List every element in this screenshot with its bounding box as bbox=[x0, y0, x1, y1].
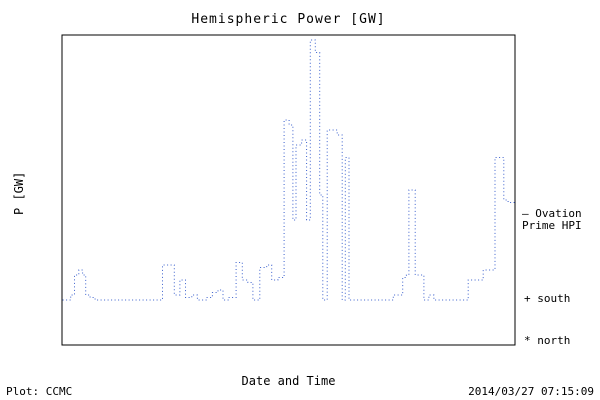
footer-plot-source: Plot: CCMC bbox=[6, 385, 73, 398]
legend-north-marker: * north bbox=[524, 334, 571, 347]
y-axis-label: P [GW] bbox=[12, 171, 26, 215]
chart-title: Hemispheric Power [GW] bbox=[191, 12, 386, 27]
hpi-series-line bbox=[62, 39, 515, 301]
legend-ovation-line1: – Ovation bbox=[522, 207, 582, 220]
legend-south-marker: + south bbox=[524, 292, 571, 305]
x-axis-label: Date and Time bbox=[241, 374, 336, 388]
footer-timestamp: 2014/03/27 07:15:09 bbox=[468, 385, 594, 398]
legend-ovation: – Ovation Prime HPI bbox=[522, 208, 582, 232]
plot-frame bbox=[61, 34, 516, 346]
legend-ovation-line2: Prime HPI bbox=[522, 219, 582, 232]
